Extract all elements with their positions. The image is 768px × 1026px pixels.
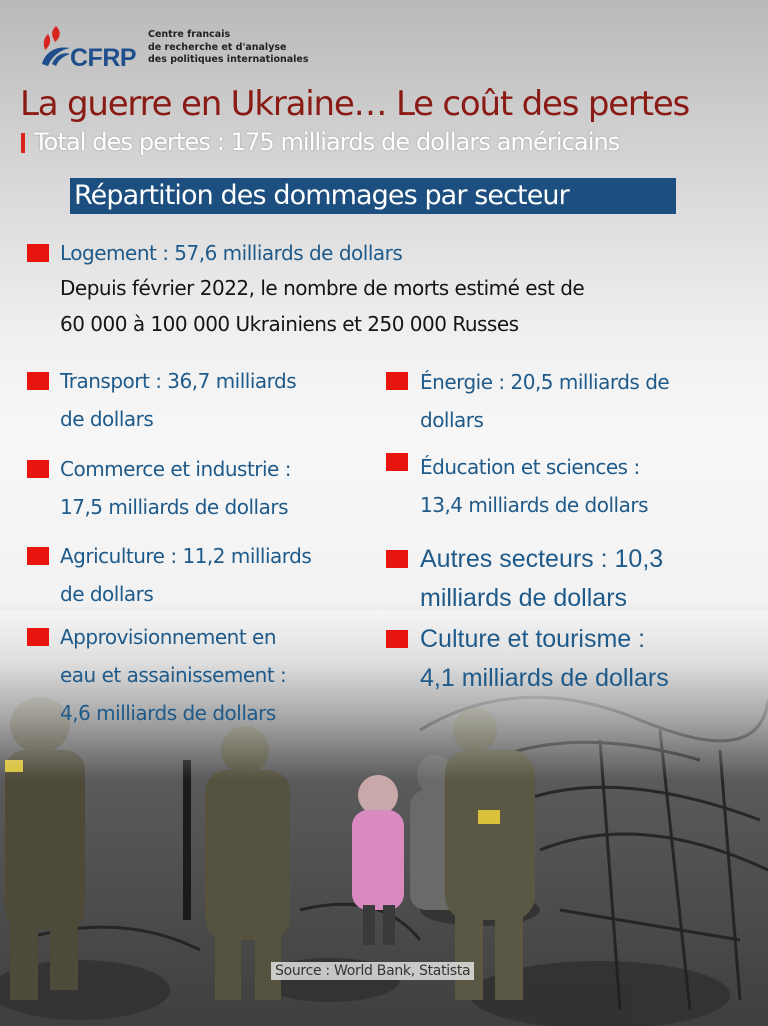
logo-subtitle-line: des politiques internationales xyxy=(148,54,309,65)
sector-line: 13,4 milliards de dollars xyxy=(420,493,649,517)
logo-subtitle-line: de recherche et d'analyse xyxy=(148,41,287,53)
sector-line: Culture et tourisme : xyxy=(420,625,646,653)
death-toll-line: 60 000 à 100 000 Ukrainiens et 250 000 R… xyxy=(60,312,519,336)
bullet-square-icon xyxy=(27,628,49,646)
bullet-square-icon xyxy=(27,372,49,390)
death-toll-line: Depuis février 2022, le nombre de morts … xyxy=(60,276,585,300)
sector-line: Commerce et industrie : xyxy=(60,457,291,481)
sector-water: Approvisionnement en eau et assainisseme… xyxy=(60,618,287,732)
sector-line: Agriculture : 11,2 milliards xyxy=(60,544,312,568)
bullet-square-icon xyxy=(386,630,408,648)
sector-line: Approvisionnement en xyxy=(60,625,277,649)
sector-line: milliards de dollars xyxy=(420,584,628,612)
sector-housing: Logement : 57,6 milliards de dollars xyxy=(60,234,403,272)
flame-icon xyxy=(42,26,70,66)
subtitle-accent-bar xyxy=(21,133,25,153)
sector-line: Éducation et sciences : xyxy=(420,455,640,479)
section-title: Répartition des dommages par secteur xyxy=(74,180,570,211)
sector-line: 4,6 milliards de dollars xyxy=(60,701,276,725)
sector-energy: Énergie : 20,5 milliards de dollars xyxy=(420,363,670,439)
sector-agriculture: Agriculture : 11,2 milliards de dollars xyxy=(60,537,312,613)
sector-education: Éducation et sciences : 13,4 milliards d… xyxy=(420,448,649,524)
sector-other: Autres secteurs : 10,3 milliards de doll… xyxy=(420,540,663,618)
section-banner: Répartition des dommages par secteur xyxy=(70,178,676,214)
sector-line: de dollars xyxy=(60,407,154,431)
source-credit: Source : World Bank, Statista xyxy=(271,962,475,980)
sector-line: dollars xyxy=(420,408,484,432)
bullet-square-icon xyxy=(27,460,49,478)
death-toll-text: Depuis février 2022, le nombre de morts … xyxy=(60,270,585,342)
page-title: La guerre en Ukraine… Le coût des pertes xyxy=(20,84,690,124)
bullet-square-icon xyxy=(27,244,49,262)
cfrp-logo: CFRP Centre francais de recherche et d'a… xyxy=(38,22,309,72)
sector-culture: Culture et tourisme : 4,1 milliards de d… xyxy=(420,620,669,698)
bullet-square-icon xyxy=(386,453,408,471)
photo-fade xyxy=(0,610,768,780)
sector-line: Transport : 36,7 milliards xyxy=(60,369,297,393)
bullet-square-icon xyxy=(386,372,408,390)
sector-line: 4,1 milliards de dollars xyxy=(420,664,669,692)
sector-line: Autres secteurs : 10,3 xyxy=(420,545,664,573)
sector-line: de dollars xyxy=(60,582,154,606)
sector-line: eau et assainissement : xyxy=(60,663,287,687)
logo-brand: CFRP xyxy=(70,44,137,72)
logo-subtitle: Centre francais de recherche et d'analys… xyxy=(148,29,309,67)
sector-line: Énergie : 20,5 milliards de xyxy=(420,370,670,394)
sector-transport: Transport : 36,7 milliards de dollars xyxy=(60,362,297,438)
page-subtitle: Total des pertes : 175 milliards de doll… xyxy=(34,128,620,156)
bullet-square-icon xyxy=(386,550,408,568)
logo-subtitle-line: Centre francais xyxy=(148,29,231,40)
sector-line: 17,5 milliards de dollars xyxy=(60,495,288,519)
bullet-square-icon xyxy=(27,547,49,565)
sector-label: Logement : 57,6 milliards de dollars xyxy=(60,241,403,265)
sector-commerce: Commerce et industrie : 17,5 milliards d… xyxy=(60,450,291,526)
